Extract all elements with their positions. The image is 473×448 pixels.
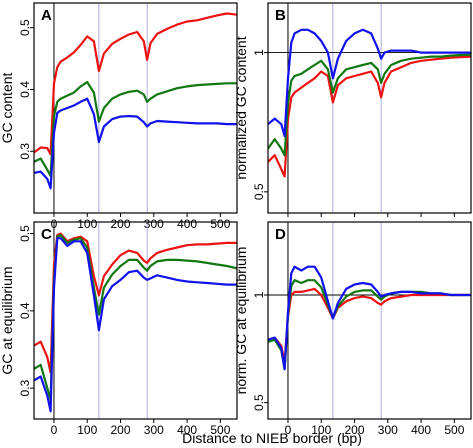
series-line-red: [268, 287, 471, 363]
x-tick-label: 400: [411, 423, 431, 437]
plot-frame: [267, 2, 472, 214]
panel-letter: A: [41, 7, 52, 24]
y-tick-label: 0.4: [18, 81, 32, 98]
x-tick-label: 400: [177, 423, 197, 437]
y-axis-label: GC at equilibrium: [0, 266, 15, 374]
y-tick-label: 0.3: [18, 379, 32, 396]
plot-frame: [33, 221, 238, 420]
series-line-blue: [34, 97, 237, 190]
series-line-green: [34, 80, 237, 177]
y-axis-label: norm. GC at equilibrium: [233, 247, 249, 395]
y-tick-label: 0.5: [252, 394, 266, 411]
y-tick-label: 1: [252, 49, 266, 56]
y-axis-label: GC content: [0, 72, 15, 143]
series-line-red: [34, 232, 237, 374]
x-tick-label: 100: [311, 423, 331, 437]
y-tick-label: 0.4: [18, 302, 32, 319]
y-axis-label: normalized GC content: [233, 36, 249, 179]
y-tick-label: 0.5: [18, 19, 32, 36]
x-tick-label: 500: [444, 423, 464, 437]
x-tick-label: 300: [144, 217, 164, 231]
y-tick-label: 0.5: [252, 183, 266, 200]
series-line-blue: [268, 28, 471, 138]
x-tick-label: 200: [111, 217, 131, 231]
x-axis-label: Distance to NIEB border (bp): [182, 430, 362, 446]
panel-letter: B: [275, 7, 286, 24]
x-tick-label: 500: [210, 423, 230, 437]
x-tick-label: 400: [177, 217, 197, 231]
series-line-red: [268, 55, 471, 178]
x-tick-label: 300: [144, 423, 164, 437]
x-tick-label: 500: [210, 217, 230, 231]
x-tick-label: 100: [77, 217, 97, 231]
panel-letter: C: [41, 226, 52, 243]
x-tick-label: 0: [51, 423, 58, 437]
series-line-green: [34, 234, 237, 401]
series-line-blue: [34, 237, 237, 413]
plot-frame: [33, 2, 238, 214]
plot-frame: [267, 221, 472, 420]
y-tick-label: 0.3: [18, 143, 32, 160]
series-line-blue: [268, 265, 471, 371]
panel-letter: D: [275, 226, 286, 243]
x-tick-label: 200: [345, 423, 365, 437]
x-tick-label: 300: [378, 423, 398, 437]
series-line-red: [34, 12, 237, 156]
x-tick-label: 100: [77, 423, 97, 437]
x-tick-label: 0: [285, 423, 292, 437]
panel-c: 0 100 200 300 400 500 0.3 0.4 0.5 GC at equilibri…: [0, 221, 238, 437]
y-tick-label: 0.5: [18, 225, 32, 242]
y-tick-label: 1: [252, 291, 266, 298]
series-line-green: [268, 53, 471, 157]
x-tick-label: 200: [111, 423, 131, 437]
